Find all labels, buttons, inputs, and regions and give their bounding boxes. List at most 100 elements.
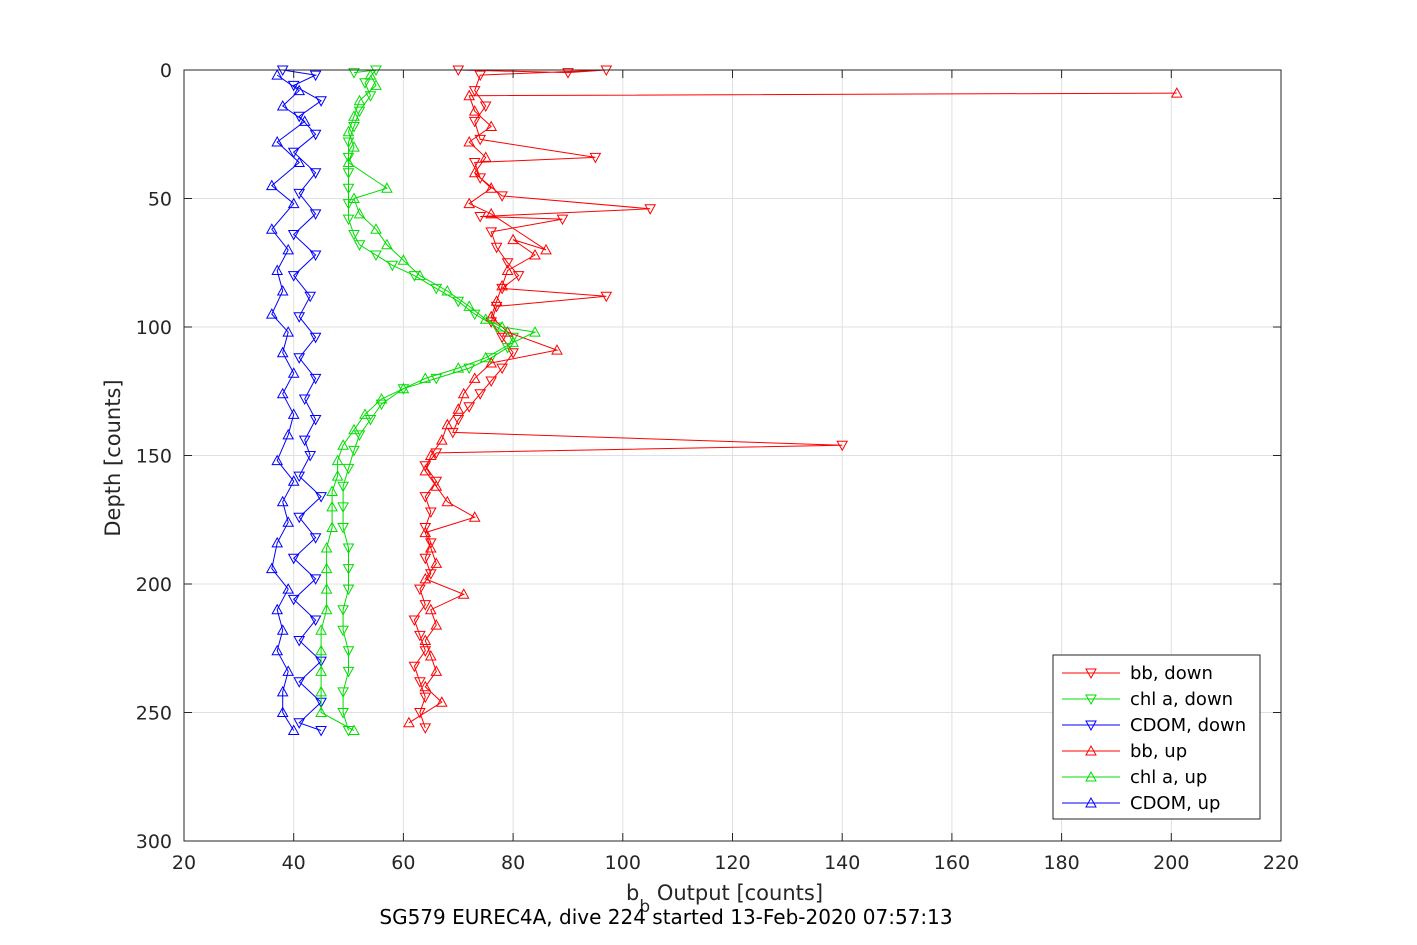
data-point: [348, 110, 360, 121]
data-point: [381, 182, 393, 193]
data-point: [309, 533, 322, 544]
data-point: [293, 512, 306, 524]
data-point: [304, 291, 317, 303]
data-point: [348, 122, 360, 133]
data-point: [282, 428, 295, 440]
data-point: [430, 619, 443, 630]
data-point: [370, 223, 382, 234]
x-tick-label: 200: [1153, 852, 1189, 874]
x-axis-label-rest: Output [counts]: [650, 881, 823, 905]
data-point: [265, 179, 278, 191]
x-tick-label: 20: [172, 852, 196, 874]
data-point: [293, 471, 306, 483]
data-point: [485, 182, 498, 193]
data-point: [276, 99, 289, 111]
series-5: [265, 69, 311, 735]
data-point: [485, 310, 498, 322]
data-point: [468, 105, 481, 116]
tick-layer: 20 40 60 80 100 120 140 160 180 200 220 0 50 100 150 20…: [136, 60, 1299, 874]
data-point: [414, 630, 426, 642]
data-point: [364, 91, 377, 102]
data-point: [501, 258, 514, 269]
data-point: [309, 250, 322, 262]
data-point: [507, 336, 519, 347]
data-point: [419, 464, 432, 476]
data-point: [485, 120, 498, 131]
data-point: [293, 353, 306, 364]
data-point: [348, 141, 360, 152]
data-point: [342, 666, 355, 678]
data-point: [342, 463, 355, 475]
data-point: [408, 661, 421, 673]
data-point: [282, 583, 295, 594]
x-tick-label: 80: [501, 852, 525, 874]
series-line-3: [408, 92, 1177, 724]
y-tick-label: 50: [148, 189, 172, 211]
data-point: [419, 692, 432, 704]
data-point: [276, 685, 289, 697]
data-point: [468, 86, 481, 97]
data-point: [342, 199, 355, 210]
x-tick-label: 220: [1263, 852, 1299, 874]
data-point: [287, 230, 300, 241]
data-point: [452, 403, 465, 414]
data-point: [419, 492, 432, 503]
data-point: [589, 152, 602, 164]
data-point: [337, 625, 349, 637]
data-point: [430, 476, 443, 488]
chart-footer-caption: SG579 EUREC4A, dive 224 started 13-Feb-2…: [379, 905, 952, 929]
data-point: [348, 192, 360, 203]
data-point: [364, 69, 377, 80]
data-point: [293, 312, 306, 323]
x-axis-label-subscript: b: [639, 897, 650, 917]
data-point: [441, 495, 454, 507]
data-point: [271, 69, 284, 80]
data-point: [468, 116, 481, 128]
data-point: [463, 402, 476, 413]
data-point: [419, 723, 432, 734]
data-point: [424, 507, 437, 519]
data-point: [463, 135, 476, 147]
data-point: [348, 445, 360, 457]
data-point: [315, 492, 327, 503]
x-tick-label: 60: [391, 852, 415, 874]
data-point: [271, 454, 284, 466]
x-tick-label: 140: [824, 852, 860, 874]
data-point: [359, 408, 371, 419]
data-point: [271, 135, 284, 147]
data-point: [298, 394, 311, 406]
data-point: [419, 680, 432, 692]
data-point: [326, 500, 338, 512]
data-point: [1170, 87, 1183, 98]
data-point: [403, 716, 415, 728]
legend: bb, down chl a, down CDOM, down bb, up chl a…: [1052, 654, 1261, 820]
data-point: [287, 147, 300, 159]
legend-swatch-marker: [1085, 694, 1097, 706]
data-point: [320, 541, 333, 553]
data-point: [293, 677, 306, 688]
data-point: [419, 634, 432, 645]
data-point: [556, 214, 569, 226]
data-point: [337, 481, 349, 493]
data-point: [353, 106, 366, 118]
data-point: [265, 308, 278, 319]
data-point: [463, 300, 476, 311]
data-point: [474, 134, 487, 146]
data-point: [337, 523, 349, 534]
data-point: [419, 372, 432, 383]
data-point: [287, 367, 300, 378]
data-point: [304, 451, 317, 462]
data-point: [468, 511, 481, 522]
data-point: [309, 209, 322, 220]
data-point: [342, 156, 355, 167]
data-point: [293, 636, 306, 647]
data-point: [397, 382, 410, 394]
data-point: [507, 332, 519, 344]
data-point: [474, 389, 487, 400]
series-layer: [265, 65, 1183, 737]
data-point: [331, 470, 344, 481]
y-tick-label: 200: [136, 574, 172, 596]
data-point: [276, 624, 289, 635]
data-point: [315, 665, 327, 676]
